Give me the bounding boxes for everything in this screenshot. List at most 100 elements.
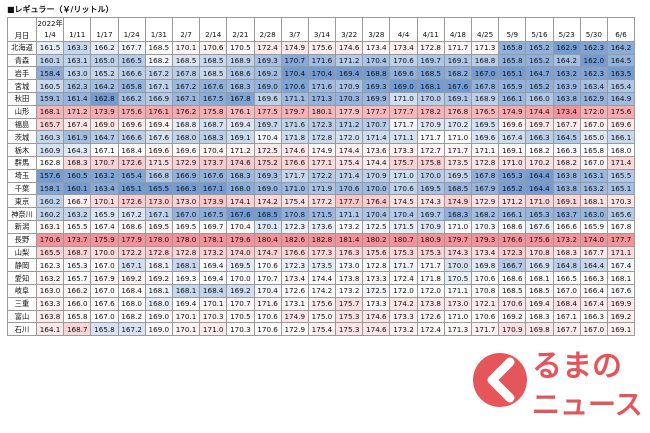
price-cell: 169.9 [606,296,636,311]
price-cell: 167.2 [117,322,146,337]
price-cell: 172.0 [579,104,608,119]
price-cell: 172.4 [389,271,418,285]
price-cell: 168.0 [606,143,636,157]
row-label: 神奈川 [7,207,37,221]
date-cell: 1/4 [35,29,65,42]
price-cell: 171.8 [280,130,309,145]
price-cell: 168.4 [117,143,146,157]
price-cell: 170.3 [226,322,255,337]
price-cell: 175.6 [117,104,146,119]
price-cell: 173.6 [362,143,391,157]
price-cell: 172.5 [362,219,391,234]
price-cell: 164.2 [90,79,119,93]
price-cell: 165.4 [117,168,146,183]
row-label: 静岡 [7,258,37,273]
row-label: 青森 [7,53,37,68]
price-cell: 171.2 [335,53,364,68]
header-row: 1/4 1/11 1/17 1/24 1/31 2/7 2/14 2/21 2/28 3/7 3/1… [8,29,636,42]
price-cell: 161.5 [35,40,65,55]
price-cell: 167.0 [90,258,119,273]
date-cell: 3/28 [362,29,391,42]
price-cell: 175.6 [307,296,337,311]
price-cell: 170.4 [307,66,337,81]
price-cell: 170.0 [362,181,391,196]
date-cell: 4/18 [443,29,473,42]
table-row: 三重 163.3 166.0 167.6 168.0 168.0 169.4 170.1 170… [7,296,636,311]
price-cell: 176.1 [226,104,255,119]
price-cell: 167.0 [579,322,608,337]
price-cell: 165.8 [498,53,527,68]
price-cell: 169.4 [525,296,554,311]
price-cell: 169.2 [117,271,146,285]
row-label: 群馬 [7,155,37,170]
year-cell [63,17,92,29]
price-cell: 174.6 [362,322,391,337]
price-cell: 168.6 [117,219,146,234]
price-cell: 173.3 [389,309,418,324]
price-cell: 165.8 [63,309,92,324]
price-cell: 169.5 [443,168,473,183]
price-cell: 166.1 [498,207,527,221]
price-cell: 163.1 [579,168,608,183]
price-cell: 166.5 [117,53,146,68]
price-cell: 165.9 [90,207,119,221]
price-cell: 162.9 [552,40,581,55]
table-row: 山形 168.1 171.2 173.9 175.6 176.1 176.2 175.8 176… [7,104,636,119]
price-cell: 163.8 [552,168,581,183]
price-cell: 174.3 [416,194,445,209]
price-cell: 168.7 [63,245,92,260]
price-cell: 167.4 [90,219,119,234]
price-cell: 174.0 [226,245,255,260]
price-cell: 176.2 [171,104,201,119]
price-cell: 170.2 [525,155,554,170]
date-cell: 1/17 [90,29,119,42]
price-cell: 172.5 [253,143,282,157]
price-cell: 171.7 [280,168,309,183]
price-cell: 163.9 [552,79,581,93]
price-cell: 171.7 [443,143,473,157]
year-cell [144,17,173,29]
price-cell: 175.6 [362,245,391,260]
price-cell: 167.1 [117,258,146,273]
price-cell: 169.1 [552,194,581,209]
price-cell: 167.6 [199,79,228,93]
price-cell: 175.4 [307,322,337,337]
price-cell: 169.7 [199,219,228,234]
year-cell [470,17,500,29]
price-cell: 164.5 [606,53,636,68]
price-cell: 162.3 [63,79,92,93]
price-cell: 171.2 [226,143,255,157]
price-cell: 170.6 [470,271,500,285]
price-cell: 159.1 [35,91,65,106]
price-cell: 171.7 [389,117,418,132]
price-cell: 158.4 [35,66,65,81]
price-cell: 167.8 [171,66,201,81]
price-cell: 169.5 [144,219,173,234]
table-row: 福島 165.7 167.4 169.0 169.6 169.4 168.8 168.7 169… [7,117,636,132]
price-cell: 160.2 [35,194,65,209]
price-cell: 170.5 [226,309,255,324]
price-cell: 174.0 [579,232,608,247]
price-cell: 170.5 [443,271,473,285]
price-cell: 168.3 [552,245,581,260]
price-cell: 173.3 [389,143,418,157]
price-cell: 160.5 [63,168,92,183]
price-cell: 165.2 [90,66,119,81]
price-cell: 167.6 [90,296,119,311]
price-cell: 168.5 [199,66,228,81]
price-cell: 173.6 [307,219,337,234]
year-cell [253,17,282,29]
price-cell: 174.2 [389,296,418,311]
price-cell: 174.9 [307,143,337,157]
price-cell: 179.3 [470,232,500,247]
price-cell: 165.3 [63,258,92,273]
price-cell: 166.1 [606,130,636,145]
price-cell: 169.0 [90,117,119,132]
price-cell: 163.5 [606,66,636,81]
price-cell: 174.4 [362,155,391,170]
row-label: 宮城 [7,79,37,93]
price-cell: 164.9 [606,91,636,106]
date-cell: 2/7 [171,29,201,42]
price-cell: 172.9 [280,322,309,337]
price-cell: 168.1 [171,258,201,273]
